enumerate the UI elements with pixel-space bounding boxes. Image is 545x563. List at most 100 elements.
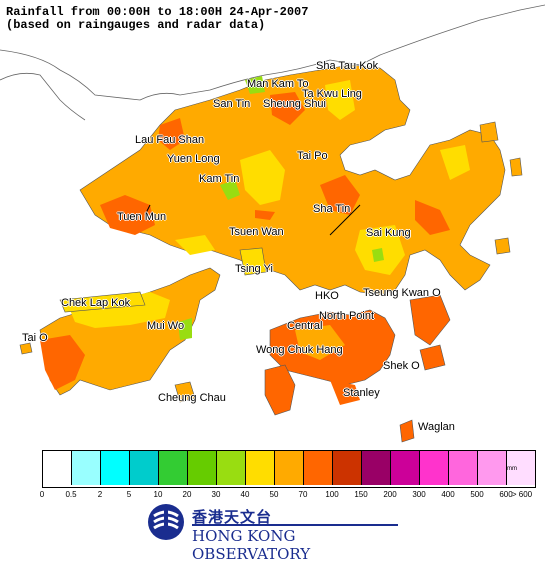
- legend-swatch: [72, 451, 101, 485]
- airport-island: [59, 291, 146, 313]
- shenzhen-coastline: [0, 4, 545, 101]
- label-shek-o: Shek O: [383, 360, 420, 372]
- legend-tick-label: 300: [412, 490, 426, 499]
- label-mui-wo: Mui Wo: [147, 320, 185, 332]
- map-title: Rainfall from 00:00H to 18:00H 24-Apr-20…: [6, 6, 308, 32]
- legend-tick-label: 0.5: [65, 490, 77, 499]
- legend-ticks: 0 0.5 2 5 10 20 30 40 50 70 100 150 200 300 400 500 600 >…: [0, 490, 545, 502]
- island-south-patch: [330, 380, 360, 405]
- rainfall-legend: [42, 450, 536, 488]
- label-hko: HKO: [315, 290, 339, 302]
- legend-swatch: [159, 451, 188, 485]
- legend-swatch: [333, 451, 362, 485]
- legend-swatch: [188, 451, 217, 485]
- legend-tick-label: 70: [298, 490, 308, 499]
- clear-water-bay: [409, 294, 451, 346]
- light-rain-patch: [440, 145, 470, 180]
- label-tsuen-wan: Tsuen Wan: [229, 226, 284, 238]
- moderate-green-patch: [245, 76, 265, 94]
- legend-tick-label: 150: [354, 490, 368, 499]
- legend-tick-label: 600: [499, 490, 513, 499]
- label-sha-tin: Sha Tin: [313, 203, 351, 215]
- legend-tick-label: > 600: [511, 490, 533, 499]
- sai-kung-islands: [479, 121, 499, 143]
- waglan-islet: [399, 419, 415, 443]
- cheung-chau-island: [174, 381, 196, 403]
- legend-swatch: [420, 451, 449, 485]
- legend-tick-label: 30: [211, 490, 221, 499]
- light-rain-patch: [325, 80, 355, 120]
- hko-emblem-icon: [148, 504, 184, 540]
- label-chek-lap-kok: Chek Lap Kok: [61, 297, 131, 309]
- label-tsing-yi: Tsing Yi: [235, 263, 273, 275]
- legend-swatch: [391, 451, 420, 485]
- label-tuen-mun: Tuen Mun: [117, 211, 167, 223]
- logo-english-name: HONG KONG OBSERVATORY: [192, 527, 311, 563]
- boundary-line: [144, 204, 151, 216]
- logo-divider: [192, 524, 398, 526]
- label-central: Central: [287, 320, 323, 332]
- legend-tick-label: 20: [182, 490, 192, 499]
- legend-swatch: [217, 451, 246, 485]
- island-south-patch: [295, 325, 345, 360]
- hko-logo: 香港天文台 HONG KONG OBSERVATORY: [146, 500, 406, 563]
- shenzhen-coastline-west: [0, 72, 86, 121]
- legend-tick-label: 500: [470, 490, 484, 499]
- label-man-kam-to: Man Kam To: [247, 78, 309, 90]
- light-rain-patch: [175, 235, 215, 255]
- legend-swatch: [449, 451, 478, 485]
- label-wong-chuk-hang: Wong Chuk Hang: [256, 344, 343, 356]
- light-rain-patch: [70, 292, 170, 328]
- label-stanley: Stanley: [343, 387, 380, 399]
- label-yuen-long: Yuen Long: [167, 153, 220, 165]
- legend-tick-label: 200: [383, 490, 397, 499]
- legend-swatch: [130, 451, 159, 485]
- legend-tick-label: 0: [39, 490, 45, 499]
- legend-tick-label: 50: [269, 490, 279, 499]
- label-sai-kung: Sai Kung: [366, 227, 411, 239]
- tsing-yi-island: [239, 247, 267, 276]
- title-line-2: (based on raingauges and radar data): [6, 18, 266, 32]
- legend-tick-label: 2: [97, 490, 103, 499]
- legend-swatch: [478, 451, 507, 485]
- legend-tick-label: 40: [240, 490, 250, 499]
- heavy-rain-patch: [158, 118, 185, 150]
- heavy-rain-patch: [320, 175, 360, 215]
- label-tai-o: Tai O: [22, 332, 48, 344]
- label-cheung-chau: Cheung Chau: [158, 392, 226, 404]
- title-line-1: Rainfall from 00:00H to 18:00H 24-Apr-20…: [6, 5, 309, 19]
- label-kam-tin: Kam Tin: [199, 173, 240, 185]
- label-sha-tau-kok: Sha Tau Kok: [316, 60, 379, 72]
- label-lau-fau-shan: Lau Fau Shan: [135, 134, 205, 146]
- heavy-rain-patch: [40, 335, 85, 390]
- label-waglan: Waglan: [418, 421, 455, 433]
- lamma-island: [264, 364, 296, 416]
- legend-swatch: [507, 451, 535, 485]
- label-tseung-kwan-o: Tseung Kwan O: [363, 287, 441, 299]
- moderate-green-patch: [178, 318, 192, 340]
- label-sheung-shui: Sheung Shui: [263, 98, 326, 110]
- legend-swatch: [362, 451, 391, 485]
- legend-tick-label: 400: [441, 490, 455, 499]
- moderate-green-patch: [220, 180, 240, 200]
- heavy-rain-patch: [100, 195, 155, 235]
- label-ta-kwu-ling: Ta Kwu Ling: [302, 88, 362, 100]
- heavy-rain-patch: [255, 210, 275, 220]
- legend-tick-label: 5: [126, 490, 132, 499]
- eastern-islet: [419, 344, 446, 371]
- legend-swatch: [275, 451, 304, 485]
- boundary-line: [329, 204, 361, 236]
- light-rain-patch: [240, 150, 285, 205]
- legend-swatch: [101, 451, 130, 485]
- moderate-green-patch: [372, 248, 384, 262]
- sai-kung-islands: [509, 157, 523, 177]
- legend-swatch: [43, 451, 72, 485]
- heavy-rain-patch: [415, 200, 450, 235]
- sai-kung-islands: [494, 237, 511, 255]
- legend-tick-label: 100: [325, 490, 339, 499]
- legend-unit: mm: [507, 466, 517, 472]
- label-tai-po: Tai Po: [297, 150, 328, 162]
- label-san-tin: San Tin: [213, 98, 251, 110]
- heavy-rain-patch: [270, 92, 305, 125]
- legend-swatch: [304, 451, 333, 485]
